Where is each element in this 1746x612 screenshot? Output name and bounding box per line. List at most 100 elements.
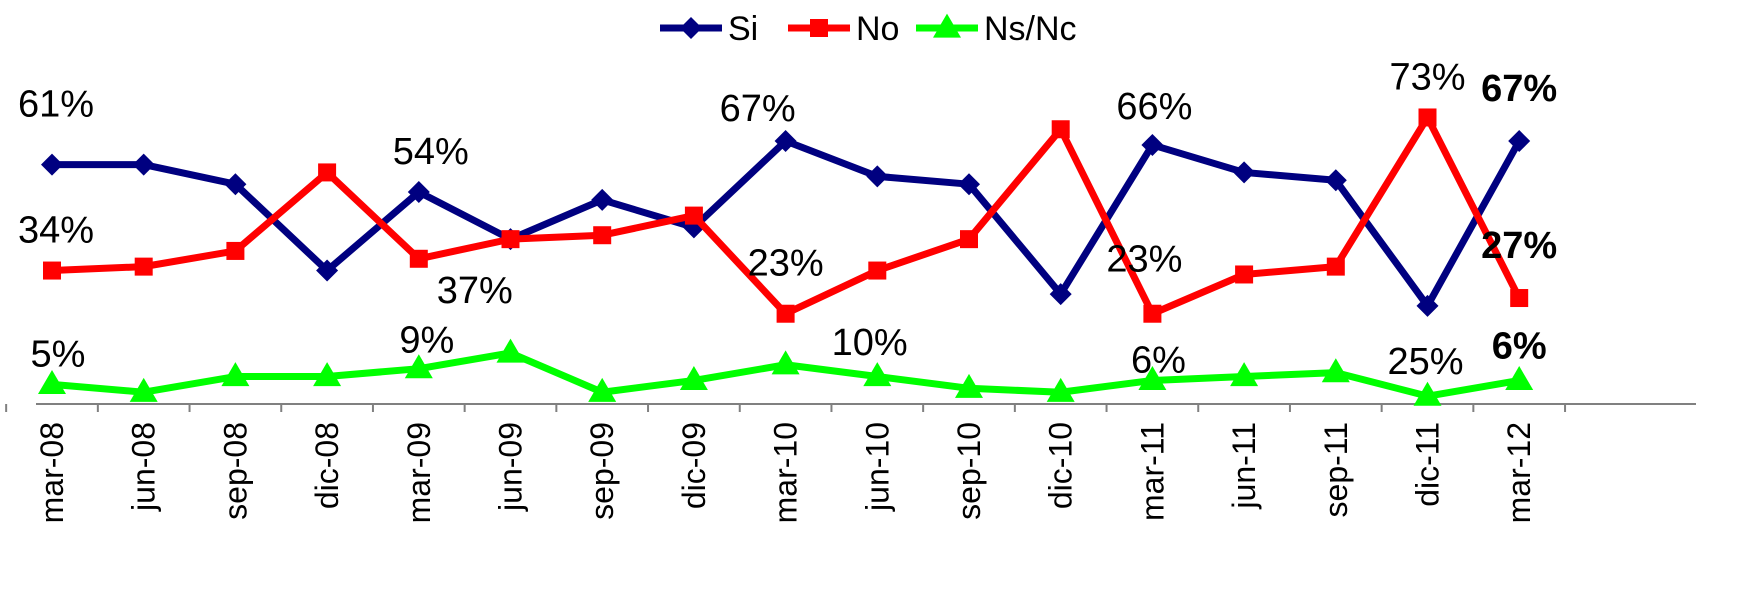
x-tick-label: mar-12 — [1501, 422, 1537, 523]
series-si — [41, 130, 1531, 317]
x-tick-label: dic-09 — [676, 422, 712, 509]
data-point-no — [1326, 257, 1345, 276]
data-label-no: 34% — [18, 210, 94, 252]
data-point-si — [41, 153, 63, 176]
legend-label: Ns/Nc — [984, 10, 1077, 48]
data-point-si — [774, 130, 797, 153]
legend-item-no: No — [788, 10, 899, 48]
x-tick-label: mar-09 — [401, 422, 437, 523]
data-point-ns-nc — [1230, 362, 1259, 387]
x-tick-label: sep-10 — [951, 422, 987, 520]
data-point-ns-nc — [955, 373, 983, 398]
data-point-no — [1418, 108, 1437, 127]
data-point-no — [1143, 304, 1162, 323]
data-point-ns-nc — [404, 354, 433, 379]
data-label-ns-nc: 10% — [832, 322, 908, 364]
data-point-no — [409, 249, 428, 268]
data-point-ns-nc — [863, 362, 892, 387]
data-point-no — [226, 241, 245, 260]
data-label-no: 23% — [748, 243, 824, 285]
x-tick-label: jun-08 — [126, 422, 162, 512]
x-tick-label: dic-08 — [309, 422, 345, 509]
x-tick-label: mar-11 — [1134, 422, 1170, 521]
data-point-no — [1051, 120, 1070, 139]
data-point-no — [318, 163, 337, 182]
data-label-ns-nc: 6% — [1492, 325, 1547, 367]
data-point-si — [1141, 133, 1164, 156]
legend: Si No Ns/Nc — [660, 10, 1077, 48]
data-point-ns-nc — [129, 377, 158, 402]
data-point-no — [868, 261, 887, 280]
legend-swatch-marker — [680, 17, 702, 39]
data-label-ns-nc: 25% — [1387, 341, 1463, 383]
series-no — [43, 108, 1529, 323]
data-point-si — [1416, 294, 1439, 317]
series-ns-nc — [38, 338, 1534, 406]
x-tick-label: mar-08 — [34, 422, 70, 523]
x-tick-label: sep-09 — [584, 422, 620, 520]
data-point-si — [591, 188, 614, 211]
data-point-si — [1508, 130, 1531, 153]
data-point-ns-nc — [1321, 358, 1350, 383]
data-point-si — [224, 173, 247, 196]
legend-swatch-marker — [810, 19, 828, 37]
legend-swatch-marker — [933, 13, 961, 38]
data-label-no: 37% — [437, 270, 513, 312]
legend-item-si: Si — [660, 10, 758, 48]
data-label-no: 27% — [1481, 225, 1557, 267]
series-layer — [38, 108, 1534, 406]
data-point-ns-nc — [1046, 377, 1075, 402]
data-point-no — [776, 304, 795, 323]
data-point-ns-nc — [588, 377, 617, 402]
data-point-no — [593, 226, 612, 245]
data-label-si: 61% — [18, 84, 94, 126]
data-point-si — [958, 173, 980, 196]
data-point-no — [684, 206, 703, 225]
data-point-ns-nc — [221, 362, 250, 387]
data-label-ns-nc: 9% — [399, 320, 454, 362]
data-point-si — [1233, 161, 1256, 184]
data-point-no — [1510, 289, 1529, 308]
data-point-ns-nc — [679, 366, 708, 391]
data-labels: 61% 54% 67% 66% 67% 34% 37% 23% 23% 73% 27% 5% 9% 10%… — [18, 56, 1557, 383]
data-point-ns-nc — [771, 350, 800, 375]
x-tick-label: sep-11 — [1318, 422, 1354, 517]
data-point-si — [316, 259, 339, 282]
data-point-no — [43, 261, 61, 280]
data-point-no — [960, 230, 978, 249]
data-point-si — [866, 165, 889, 188]
x-tick-label: sep-08 — [217, 422, 253, 520]
legend-label: Si — [728, 10, 758, 48]
x-tick-label: jun-09 — [493, 422, 529, 512]
data-point-no — [501, 230, 520, 249]
data-point-ns-nc — [496, 338, 525, 363]
data-point-si — [1049, 283, 1072, 306]
data-label-no: 23% — [1106, 239, 1182, 281]
data-point-ns-nc — [1138, 366, 1167, 391]
data-label-si: 67% — [720, 88, 796, 130]
data-point-ns-nc — [38, 369, 66, 394]
data-point-si — [132, 153, 155, 176]
data-point-ns-nc — [1505, 366, 1534, 391]
data-point-si — [407, 181, 430, 204]
data-label-si: 54% — [393, 131, 469, 173]
legend-label: No — [856, 10, 899, 48]
x-tick-label: mar-10 — [768, 422, 804, 523]
data-point-ns-nc — [1413, 381, 1442, 406]
x-tick-label: dic-11 — [1410, 422, 1446, 507]
data-label-si: 67% — [1481, 68, 1557, 110]
x-tick-label: jun-10 — [859, 422, 895, 512]
data-label-si: 66% — [1116, 86, 1192, 128]
data-label-ns-nc: 5% — [31, 333, 86, 375]
data-point-ns-nc — [313, 362, 342, 387]
data-label-no: 73% — [1389, 56, 1465, 98]
x-axis: mar-08 jun-08 sep-08 dic-08 mar-09 jun-09 sep-… — [5, 403, 1696, 523]
data-point-no — [1235, 265, 1254, 284]
data-label-ns-nc: 6% — [1131, 339, 1186, 381]
data-point-si — [1324, 169, 1347, 192]
x-tick-label: jun-11 — [1226, 422, 1262, 510]
x-tick-label: dic-10 — [1043, 422, 1079, 509]
data-point-no — [134, 257, 153, 276]
legend-item-ns-nc: Ns/Nc — [916, 10, 1077, 48]
